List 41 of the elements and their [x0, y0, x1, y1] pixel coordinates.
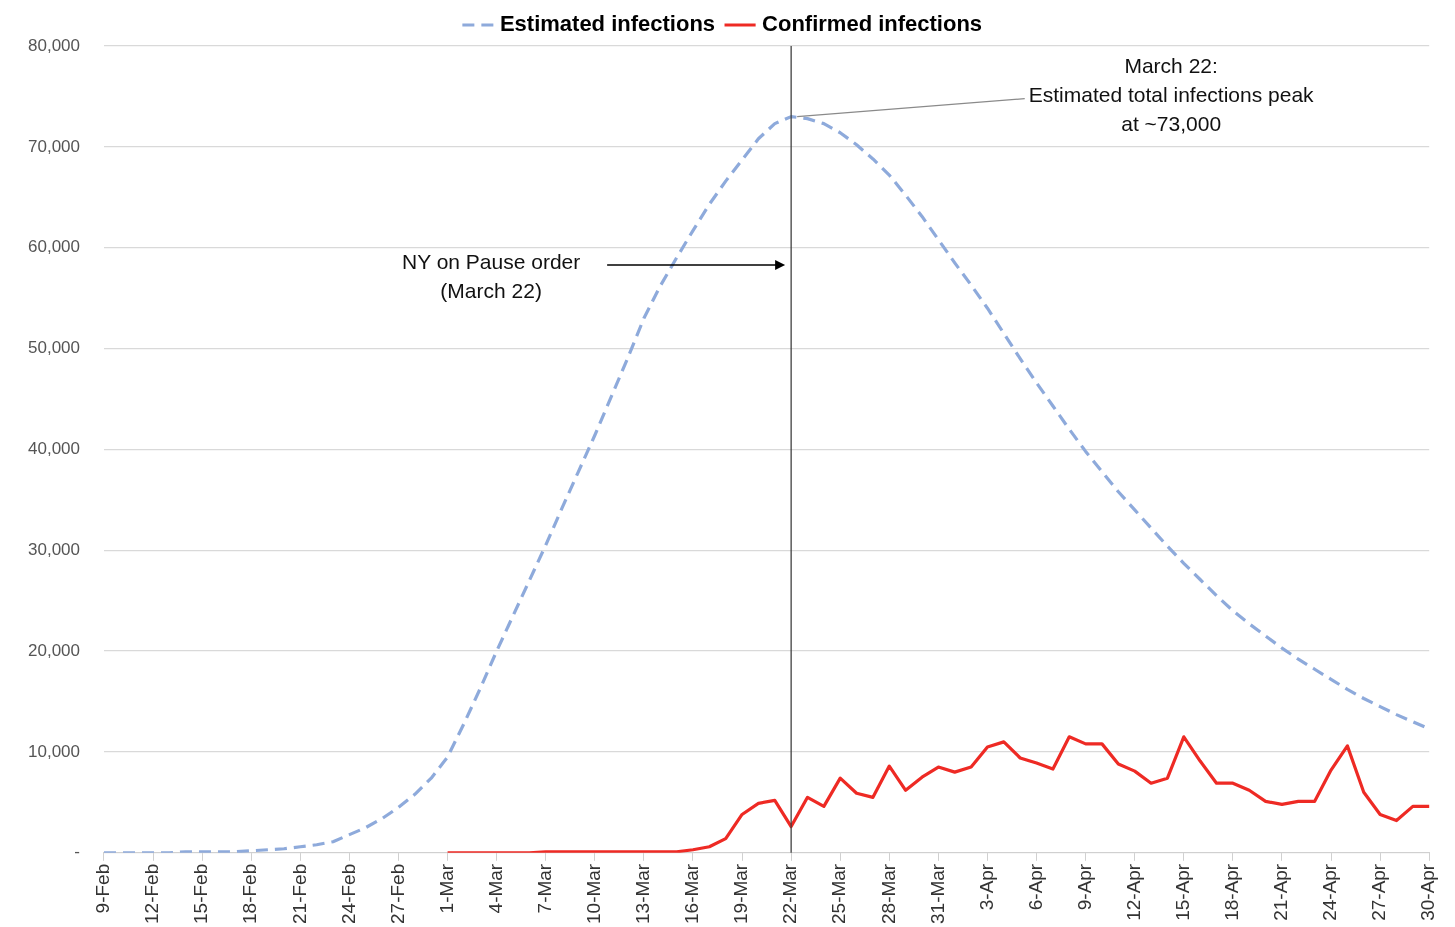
x-tick-label: 12-Feb — [141, 863, 163, 924]
x-tick-label: 16-Mar — [681, 863, 703, 924]
annotation: NY on Pause order (March 22) — [402, 250, 581, 303]
y-tick-label: 40,000 — [28, 439, 80, 459]
x-tick-label: 1-Mar — [435, 863, 457, 914]
legend-label: Confirmed infections — [762, 11, 983, 37]
x-tick-label: 9-Apr — [1073, 863, 1095, 911]
x-tick-label: 27-Apr — [1368, 863, 1390, 921]
x-tick-label: 18-Apr — [1221, 863, 1243, 921]
x-tick-label: 28-Mar — [877, 863, 899, 924]
x-tick-label: 21-Apr — [1270, 863, 1292, 921]
x-tick-label: 21-Feb — [288, 863, 310, 924]
x-tick-label: 15-Apr — [1172, 863, 1194, 921]
x-tick-label: 24-Apr — [1319, 863, 1341, 921]
y-tick-label: 60,000 — [28, 237, 80, 257]
x-tick-label: 13-Mar — [632, 863, 654, 924]
x-tick-label: 15-Feb — [190, 863, 212, 924]
y-tick-label: 70,000 — [28, 136, 80, 156]
x-tick-label: 25-Mar — [828, 863, 850, 924]
y-tick-label: 30,000 — [28, 539, 80, 559]
x-tick-label: 7-Mar — [533, 863, 555, 914]
y-tick-label: 20,000 — [28, 640, 80, 660]
x-tick-label: 30-Apr — [1417, 863, 1439, 921]
x-tick-label: 9-Feb — [92, 863, 114, 914]
x-tick-label: 19-Mar — [730, 863, 752, 924]
x-tick-label: 6-Apr — [1024, 863, 1046, 911]
x-tick-label: 22-Mar — [779, 863, 801, 924]
x-tick-label: 10-Mar — [583, 863, 605, 924]
x-tick-label: 31-Mar — [926, 863, 948, 924]
x-tick-label: 18-Feb — [239, 863, 261, 924]
annotation: March 22: Estimated total infections peak at ~73,000 — [1028, 54, 1315, 136]
x-tick-label: 24-Feb — [337, 863, 359, 924]
x-tick-label: 27-Feb — [386, 863, 408, 924]
y-tick-label: 50,000 — [28, 338, 80, 358]
y-tick-label: 80,000 — [28, 35, 80, 55]
x-tick-label: 12-Apr — [1122, 863, 1144, 921]
legend-label: Estimated infections — [499, 11, 716, 37]
y-tick-label: 10,000 — [28, 741, 80, 761]
x-tick-label: 3-Apr — [975, 863, 997, 911]
x-tick-label: 4-Mar — [484, 863, 506, 914]
y-tick-label: - — [74, 842, 80, 862]
